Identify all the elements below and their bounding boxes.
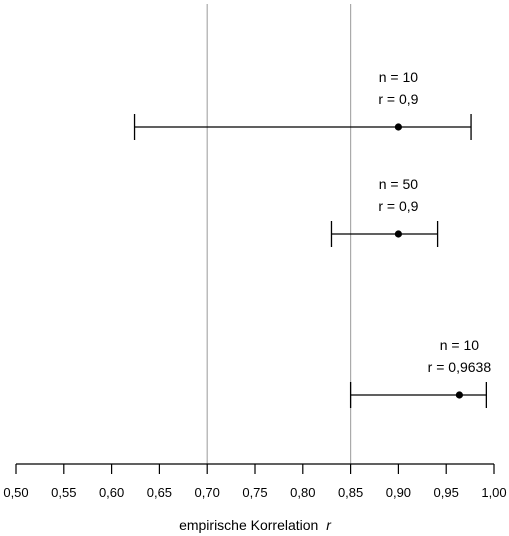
x-tick-label-1: 0,55 <box>51 485 76 500</box>
intervals-group: n = 10 r = 0,9 n = 50 r = 0,9 n = 10 r = 0,96… <box>133 69 492 408</box>
x-tick-label-3: 0,65 <box>147 485 172 500</box>
interval-2: n = 10 r = 0,9638 <box>349 337 492 408</box>
x-tick-label-10: 1,00 <box>481 485 506 500</box>
x-axis-label-text: empirische Korrelation <box>179 517 318 533</box>
x-axis-label: empirische Korrelation r <box>179 517 332 533</box>
interval-label-n-2: n = 10 <box>440 337 480 353</box>
interval-0: n = 10 r = 0,9 <box>133 69 472 140</box>
interval-label-n-1: n = 50 <box>379 176 419 192</box>
x-tick-label-7: 0,85 <box>338 485 363 500</box>
interval-label-n-0: n = 10 <box>379 69 419 85</box>
x-tick-label-5: 0,75 <box>242 485 267 500</box>
interval-1: n = 50 r = 0,9 <box>330 176 439 247</box>
x-ticks: 0,50 0,55 0,60 0,65 0,70 0,75 0,80 0,85 0,90 0,95… <box>3 464 507 500</box>
x-tick-label-8: 0,90 <box>386 485 411 500</box>
interval-label-r-0: r = 0,9 <box>378 91 418 107</box>
x-tick-label-2: 0,60 <box>99 485 124 500</box>
x-tick-label-0: 0,50 <box>3 485 28 500</box>
interval-label-r-1: r = 0,9 <box>378 198 418 214</box>
x-tick-label-9: 0,95 <box>434 485 459 500</box>
interval-point-1 <box>394 230 402 238</box>
x-axis-label-variable: r <box>326 517 332 533</box>
x-tick-label-6: 0,80 <box>290 485 315 500</box>
interval-label-r-2: r = 0,9638 <box>428 359 492 375</box>
x-tick-label-4: 0,70 <box>195 485 220 500</box>
interval-point-0 <box>394 123 402 131</box>
interval-point-2 <box>455 391 463 399</box>
reference-lines <box>206 4 352 464</box>
